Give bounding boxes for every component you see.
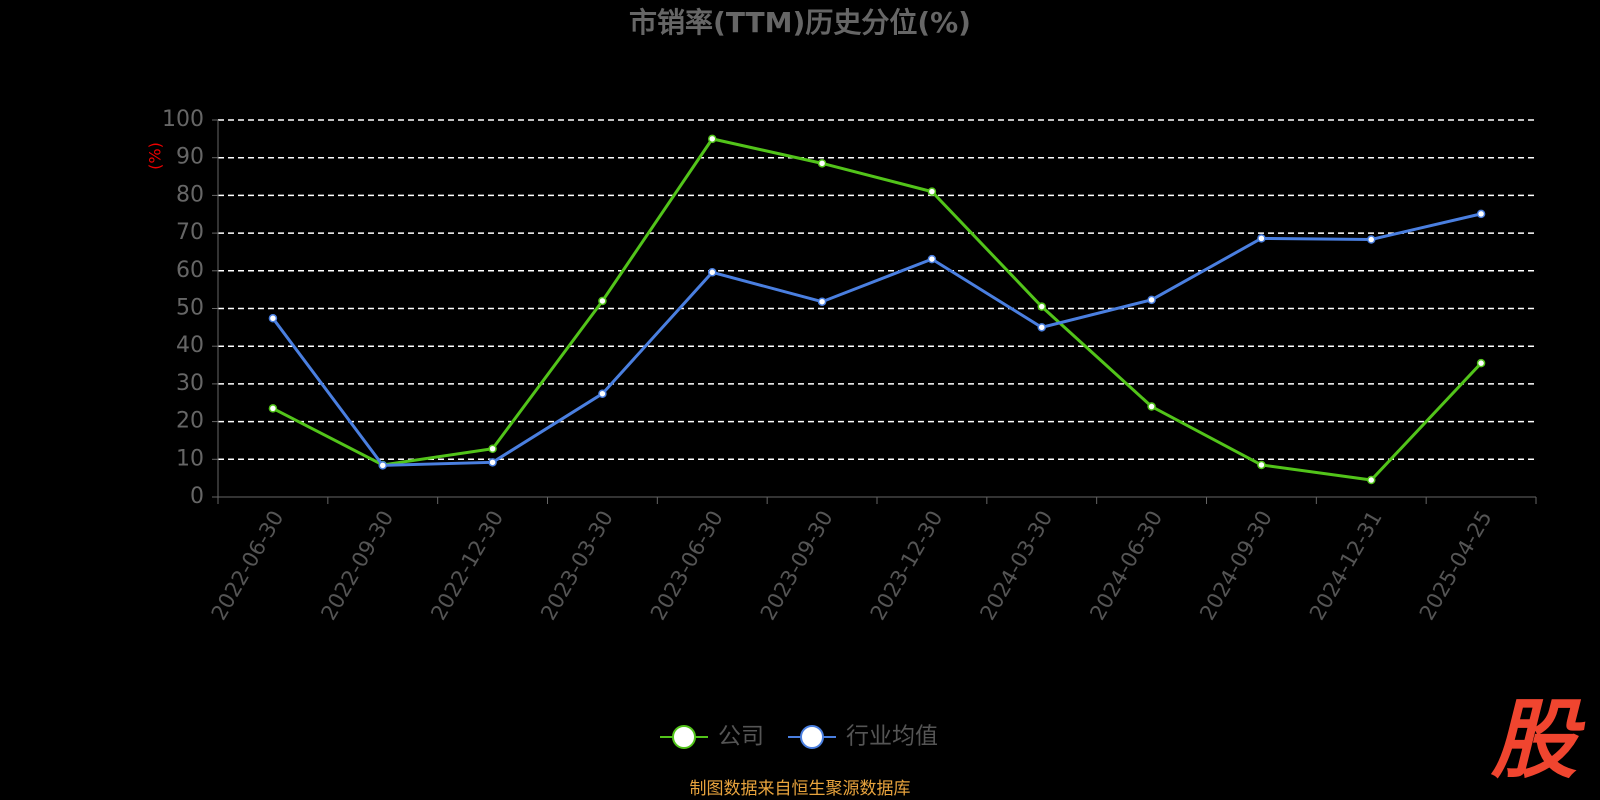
legend-label: 公司 xyxy=(718,724,764,750)
point xyxy=(378,461,387,470)
point xyxy=(1037,323,1046,332)
y-tick-label: 100 xyxy=(162,107,204,132)
series-line xyxy=(271,212,1482,467)
watermark: 股 xyxy=(1490,690,1586,790)
legend-label: 行业均值 xyxy=(846,724,938,750)
point xyxy=(1147,402,1156,411)
point xyxy=(598,296,607,306)
legend-marker xyxy=(800,725,824,749)
point xyxy=(1367,235,1376,244)
point xyxy=(927,187,937,196)
y-tick-label: 0 xyxy=(190,484,204,509)
series-line xyxy=(272,137,1483,482)
point xyxy=(268,404,278,413)
y-tick-label: 60 xyxy=(176,258,204,283)
y-tick-label: 10 xyxy=(176,446,204,471)
point xyxy=(598,389,607,398)
point xyxy=(927,254,937,264)
y-tick-label: 70 xyxy=(176,220,204,245)
point xyxy=(1476,358,1486,368)
point xyxy=(1476,209,1486,219)
point xyxy=(708,134,717,144)
legend-marker xyxy=(672,725,696,749)
y-axis-label: (%) xyxy=(146,142,165,170)
y-tick-label: 90 xyxy=(176,145,204,170)
point xyxy=(1257,460,1266,470)
y-tick-label: 40 xyxy=(176,333,204,358)
y-tick-label: 50 xyxy=(176,296,204,321)
chart-title: 市销率(TTM)历史分位(%) xyxy=(629,6,971,39)
point xyxy=(268,314,278,323)
point xyxy=(1147,295,1156,305)
point xyxy=(488,458,497,467)
point xyxy=(1257,234,1266,243)
point xyxy=(1037,302,1046,311)
source: 制图数据来自恒生聚源数据库 xyxy=(690,779,911,799)
y-tick-label: 20 xyxy=(176,409,204,434)
point xyxy=(488,444,497,453)
point xyxy=(817,159,827,168)
point xyxy=(708,268,717,277)
y-tick-label: 80 xyxy=(176,182,204,207)
y-tick-label: 30 xyxy=(176,371,204,396)
point xyxy=(817,297,827,306)
point xyxy=(1367,475,1376,485)
